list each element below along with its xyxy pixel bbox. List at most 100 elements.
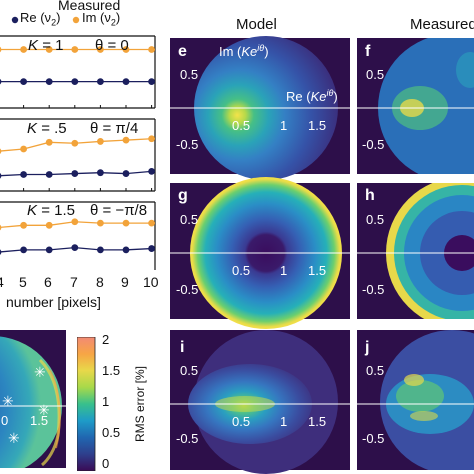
panel-1-point-re <box>0 78 2 85</box>
panel-1-point-im <box>97 46 104 53</box>
panel-2-point-re <box>97 169 104 177</box>
legend-re-marker <box>11 16 19 24</box>
panel-e-re-axis-label: Re (Keiθ) <box>286 88 338 104</box>
x-tick-8: 8 <box>96 274 104 290</box>
panel-1-point-re <box>122 78 130 86</box>
panel-j-ytick-pos: 0.5 <box>366 363 384 378</box>
panel-1-point-im <box>71 46 79 53</box>
error-map-star: ✳ <box>34 364 46 380</box>
column-title-measured: Measured <box>410 16 474 33</box>
panel-1-point-im <box>0 46 2 53</box>
legend-im-marker <box>72 16 80 24</box>
x-tick-5: 5 <box>19 274 27 290</box>
panel-1-point-im <box>20 46 27 53</box>
panel-e-xtick-0-5: 0.5 <box>232 118 250 133</box>
panel-1-point-im <box>148 46 156 53</box>
error-map-star: ✳ <box>2 393 14 409</box>
panel-1-point-im <box>122 46 130 53</box>
colorbar-tick-0: 0 <box>102 456 110 471</box>
panel-i-xtick-0-5: 0.5 <box>232 414 250 429</box>
panel-2-point-im <box>97 138 104 145</box>
panel-letter-i: i <box>180 339 184 356</box>
panel-3-point-im <box>97 219 104 227</box>
panel-2-point-im <box>20 145 27 153</box>
panel-1-theta-label: θ = 0 <box>95 37 129 54</box>
panel-1-point-re <box>148 78 156 86</box>
panel-2-point-re <box>20 171 27 178</box>
panel-g-ytick-neg: -0.5 <box>176 282 198 297</box>
panel-3-point-im <box>148 219 156 227</box>
panel-e-xtick-1: 1 <box>280 118 287 133</box>
panel-2-point-im <box>71 139 79 147</box>
legend-im-label: Im (ν2) <box>82 10 121 28</box>
panel-2-point-im <box>0 148 2 155</box>
panel-2-point-re <box>71 170 79 177</box>
panel-i-ytick-pos: 0.5 <box>180 363 198 378</box>
panel-2-point-re <box>148 167 156 175</box>
error-map-tick-1-5: 1.5 <box>30 413 48 428</box>
panel-3-theta-label: θ = −π/8 <box>90 202 148 219</box>
legend-re-label: Re (ν2) <box>20 10 61 28</box>
colorbar-tick-0-5: 0.5 <box>102 425 121 440</box>
panel-letter-f: f <box>365 43 371 60</box>
panel-3-point-re <box>122 246 130 254</box>
panel-3-point-im <box>122 219 130 227</box>
colorbar-tick-1: 1 <box>102 394 110 409</box>
panel-3-k-label: K = 1.5 <box>27 202 75 219</box>
panel-1-point-re <box>45 78 53 86</box>
line-panels <box>0 35 156 270</box>
panel-h-ytick-pos: 0.5 <box>366 212 384 227</box>
x-tick-7: 7 <box>70 274 78 290</box>
error-map-tick-0: 0 <box>1 413 8 428</box>
rms-error-map: ✳ ✳ ✳ ✳ 0 1.5 <box>0 330 66 468</box>
panel-letter-g: g <box>178 187 188 204</box>
panel-i-ytick-neg: -0.5 <box>176 431 198 446</box>
panel-g-xtick-1-5: 1.5 <box>308 263 326 278</box>
panel-3-point-re <box>20 246 27 254</box>
x-tick-4: 4 <box>0 274 4 290</box>
panel-e-xtick-1-5: 1.5 <box>308 118 326 133</box>
panel-1-k-label: K = 1 <box>28 37 64 54</box>
legend-title: Measured <box>58 0 121 13</box>
colorbar-tick-1-5: 1.5 <box>102 363 121 378</box>
x-tick-10: 10 <box>143 274 159 290</box>
panel-1-point-re <box>71 78 79 86</box>
panel-e-ytick-neg: -0.5 <box>176 137 198 152</box>
panel-j-hotspot-2 <box>410 411 438 421</box>
colorbar-gradient <box>77 337 96 471</box>
panel-3-point-re <box>0 249 2 255</box>
colorbar <box>77 337 96 471</box>
panel-g-xtick-0-5: 0.5 <box>232 263 250 278</box>
x-axis-label: number [pixels] <box>6 294 101 310</box>
panel-i-xtick-1: 1 <box>280 414 287 429</box>
error-map-star: ✳ <box>38 402 50 418</box>
colorbar-tick-2: 2 <box>102 332 110 347</box>
panel-3-point-im <box>71 218 79 226</box>
panel-h-ytick-neg: -0.5 <box>362 282 384 297</box>
panel-letter-e: e <box>178 43 187 60</box>
panel-g-ytick-pos: 0.5 <box>180 212 198 227</box>
panel-3-point-re <box>71 244 79 252</box>
panel-g-xtick-1: 1 <box>280 263 287 278</box>
panel-e-ytick-pos: 0.5 <box>180 67 198 82</box>
panel-letter-h: h <box>365 187 375 204</box>
panel-j-ytick-neg: -0.5 <box>362 431 384 446</box>
panel-3-point-im <box>45 221 53 229</box>
panel-2-point-im <box>148 135 156 143</box>
panel-3-point-re <box>97 246 104 254</box>
column-title-model: Model <box>236 16 277 33</box>
panel-3-point-im <box>20 221 27 229</box>
panel-2-theta-label: θ = π/4 <box>90 120 139 137</box>
error-map-star: ✳ <box>8 430 20 446</box>
panel-f-ytick-neg: -0.5 <box>362 137 384 152</box>
panel-3-point-re <box>148 245 156 252</box>
x-tick-9: 9 <box>121 274 129 290</box>
panel-i-xtick-1-5: 1.5 <box>308 414 326 429</box>
panel-3-point-re <box>45 246 53 254</box>
panel-2-k-label: K = .5 <box>27 120 67 137</box>
panel-j-hotspot <box>404 374 424 386</box>
panel-2-point-re <box>45 171 53 178</box>
panel-e-im-axis-label: Im (Keiθ) <box>219 43 269 59</box>
panel-f-patch <box>456 52 474 88</box>
